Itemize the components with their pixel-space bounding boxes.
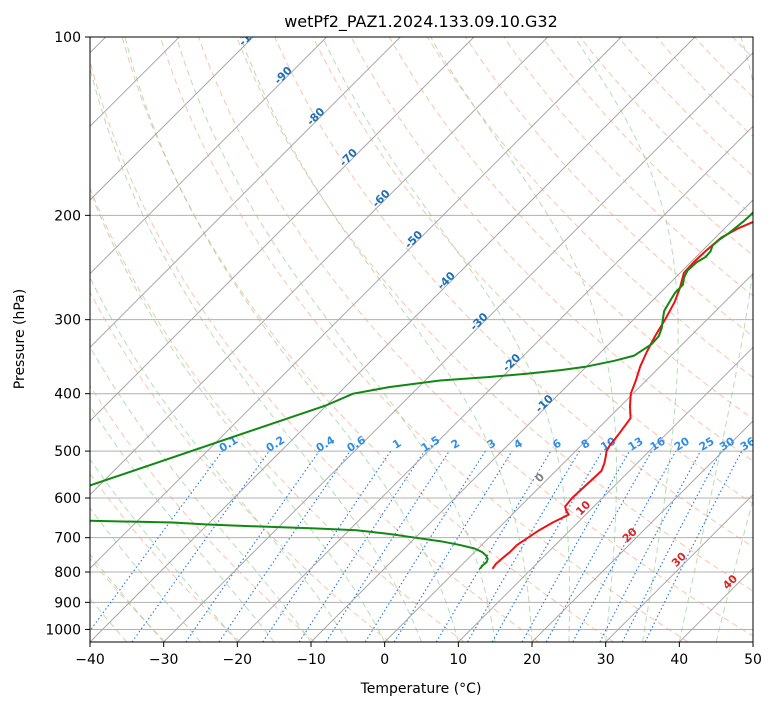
isotherms (90, 37, 753, 642)
x-tick-label: 10 (449, 652, 467, 668)
x-tick-label: −20 (223, 652, 253, 668)
dry-adiabat-line (617, 37, 753, 177)
moist-adiabat-line (752, 640, 753, 642)
dry-adiabat-line (426, 37, 753, 378)
isotherm-line (90, 37, 696, 642)
mixing-ratio-line (467, 450, 580, 642)
moist-adiabat-line (90, 189, 386, 642)
moist-adiabat-line (322, 37, 571, 642)
x-tick-label: 40 (670, 652, 688, 668)
isotherm-line (310, 199, 753, 642)
y-tick-label: 600 (54, 491, 81, 507)
y-tick-label: 300 (54, 313, 81, 329)
dry-adiabat-line (388, 37, 753, 420)
mixing-ratio-line (364, 450, 486, 642)
axis-ticks: −40 −30 −20 −10 0 10 20 30 40 50 100 200 300 400 500 60… (45, 30, 762, 668)
isotherm-line (90, 37, 549, 496)
dry-adiabat-line (90, 59, 540, 642)
plot-area (90, 37, 753, 642)
mixing-ratio-line (90, 450, 223, 632)
y-tick-label: 800 (54, 565, 81, 581)
y-tick-label: 700 (54, 531, 81, 547)
isotherm-line (457, 346, 753, 642)
moist-adiabat-line (90, 553, 165, 642)
mixing-ratio-line (325, 450, 450, 642)
dry-adiabat-line (90, 384, 316, 642)
temperature-profile (491, 220, 753, 570)
mixing-ratio-line (185, 450, 320, 642)
dry-adiabat-line (159, 37, 689, 642)
moist-adiabat-line (175, 37, 496, 642)
y-tick-label: 1000 (45, 622, 81, 638)
chart-title: wetPf2_PAZ1.2024.133.09.10.G32 (284, 12, 558, 32)
moist-adiabat-line (90, 276, 349, 642)
moist-adiabat-line (239, 37, 533, 642)
dry-adiabat-line (771, 37, 775, 642)
moist-adiabat-line (574, 37, 679, 642)
mixing-ratio-line (435, 450, 552, 642)
moist-adiabats (90, 37, 753, 642)
x-tick-label: −30 (149, 652, 179, 668)
dry-adiabat-line (90, 186, 465, 642)
isotherm-line (163, 51, 753, 642)
dry-adiabat-line (121, 37, 614, 642)
moist-adiabat-line (90, 458, 238, 642)
dry-adiabat-line (90, 291, 390, 642)
moist-adiabat-line (715, 498, 753, 642)
x-tick-label: 0 (380, 652, 389, 668)
isotherm-line (90, 37, 475, 422)
dry-adiabats (90, 37, 775, 642)
x-tick-label: 30 (597, 652, 615, 668)
mixing-ratio-line (521, 450, 630, 642)
x-axis-title: Temperature (°C) (360, 681, 482, 697)
dry-adiabat-line (236, 37, 753, 592)
isotherm-line (236, 125, 753, 642)
plot-frame (89, 36, 754, 643)
isotherm-line (90, 37, 254, 201)
isotherm-label: -100 (236, 20, 265, 49)
sounding-profiles (90, 211, 753, 570)
y-tick-label: 100 (54, 30, 81, 46)
moist-adiabat-line (678, 37, 753, 642)
moist-adiabat-line (90, 597, 128, 642)
dry-adiabat-line (503, 37, 753, 297)
moist-adiabat-line (124, 37, 459, 642)
mixing-ratio-line (218, 450, 351, 642)
mixing-ratio-line (131, 450, 270, 642)
x-tick-label: 20 (523, 652, 541, 668)
x-tick-label: −10 (296, 652, 326, 668)
x-tick-label: −40 (75, 652, 105, 668)
y-axis-title: Pressure (hPa) (12, 289, 28, 389)
mixing-ratio-line (491, 450, 603, 642)
mixing-ratio-line (572, 450, 677, 642)
moist-adiabat-line (90, 405, 275, 642)
y-tick-label: 500 (54, 444, 81, 460)
isotherm-line (531, 420, 753, 642)
isotherm-line (90, 37, 328, 275)
isotherm-line (90, 37, 401, 349)
x-tick-label: 50 (744, 652, 762, 668)
moist-adiabat-line (430, 37, 618, 642)
dry-adiabat-line (312, 37, 753, 505)
y-tick-label: 400 (54, 387, 81, 403)
y-tick-label: 200 (54, 208, 81, 224)
moist-adiabat-line (90, 507, 201, 642)
dry-adiabat-line (274, 37, 753, 548)
dewpoint-profile (90, 211, 753, 570)
mixing-ratio-line (393, 450, 513, 642)
mixing-ratio-label: 36 (738, 434, 758, 453)
isotherm-line (605, 493, 753, 642)
moist-adiabat-line (90, 66, 422, 642)
dry-adiabat-line (198, 37, 753, 637)
isotherm-line (384, 272, 753, 642)
isotherm-line (90, 37, 622, 570)
y-tick-label: 900 (54, 595, 81, 611)
isotherm-line (752, 641, 753, 642)
